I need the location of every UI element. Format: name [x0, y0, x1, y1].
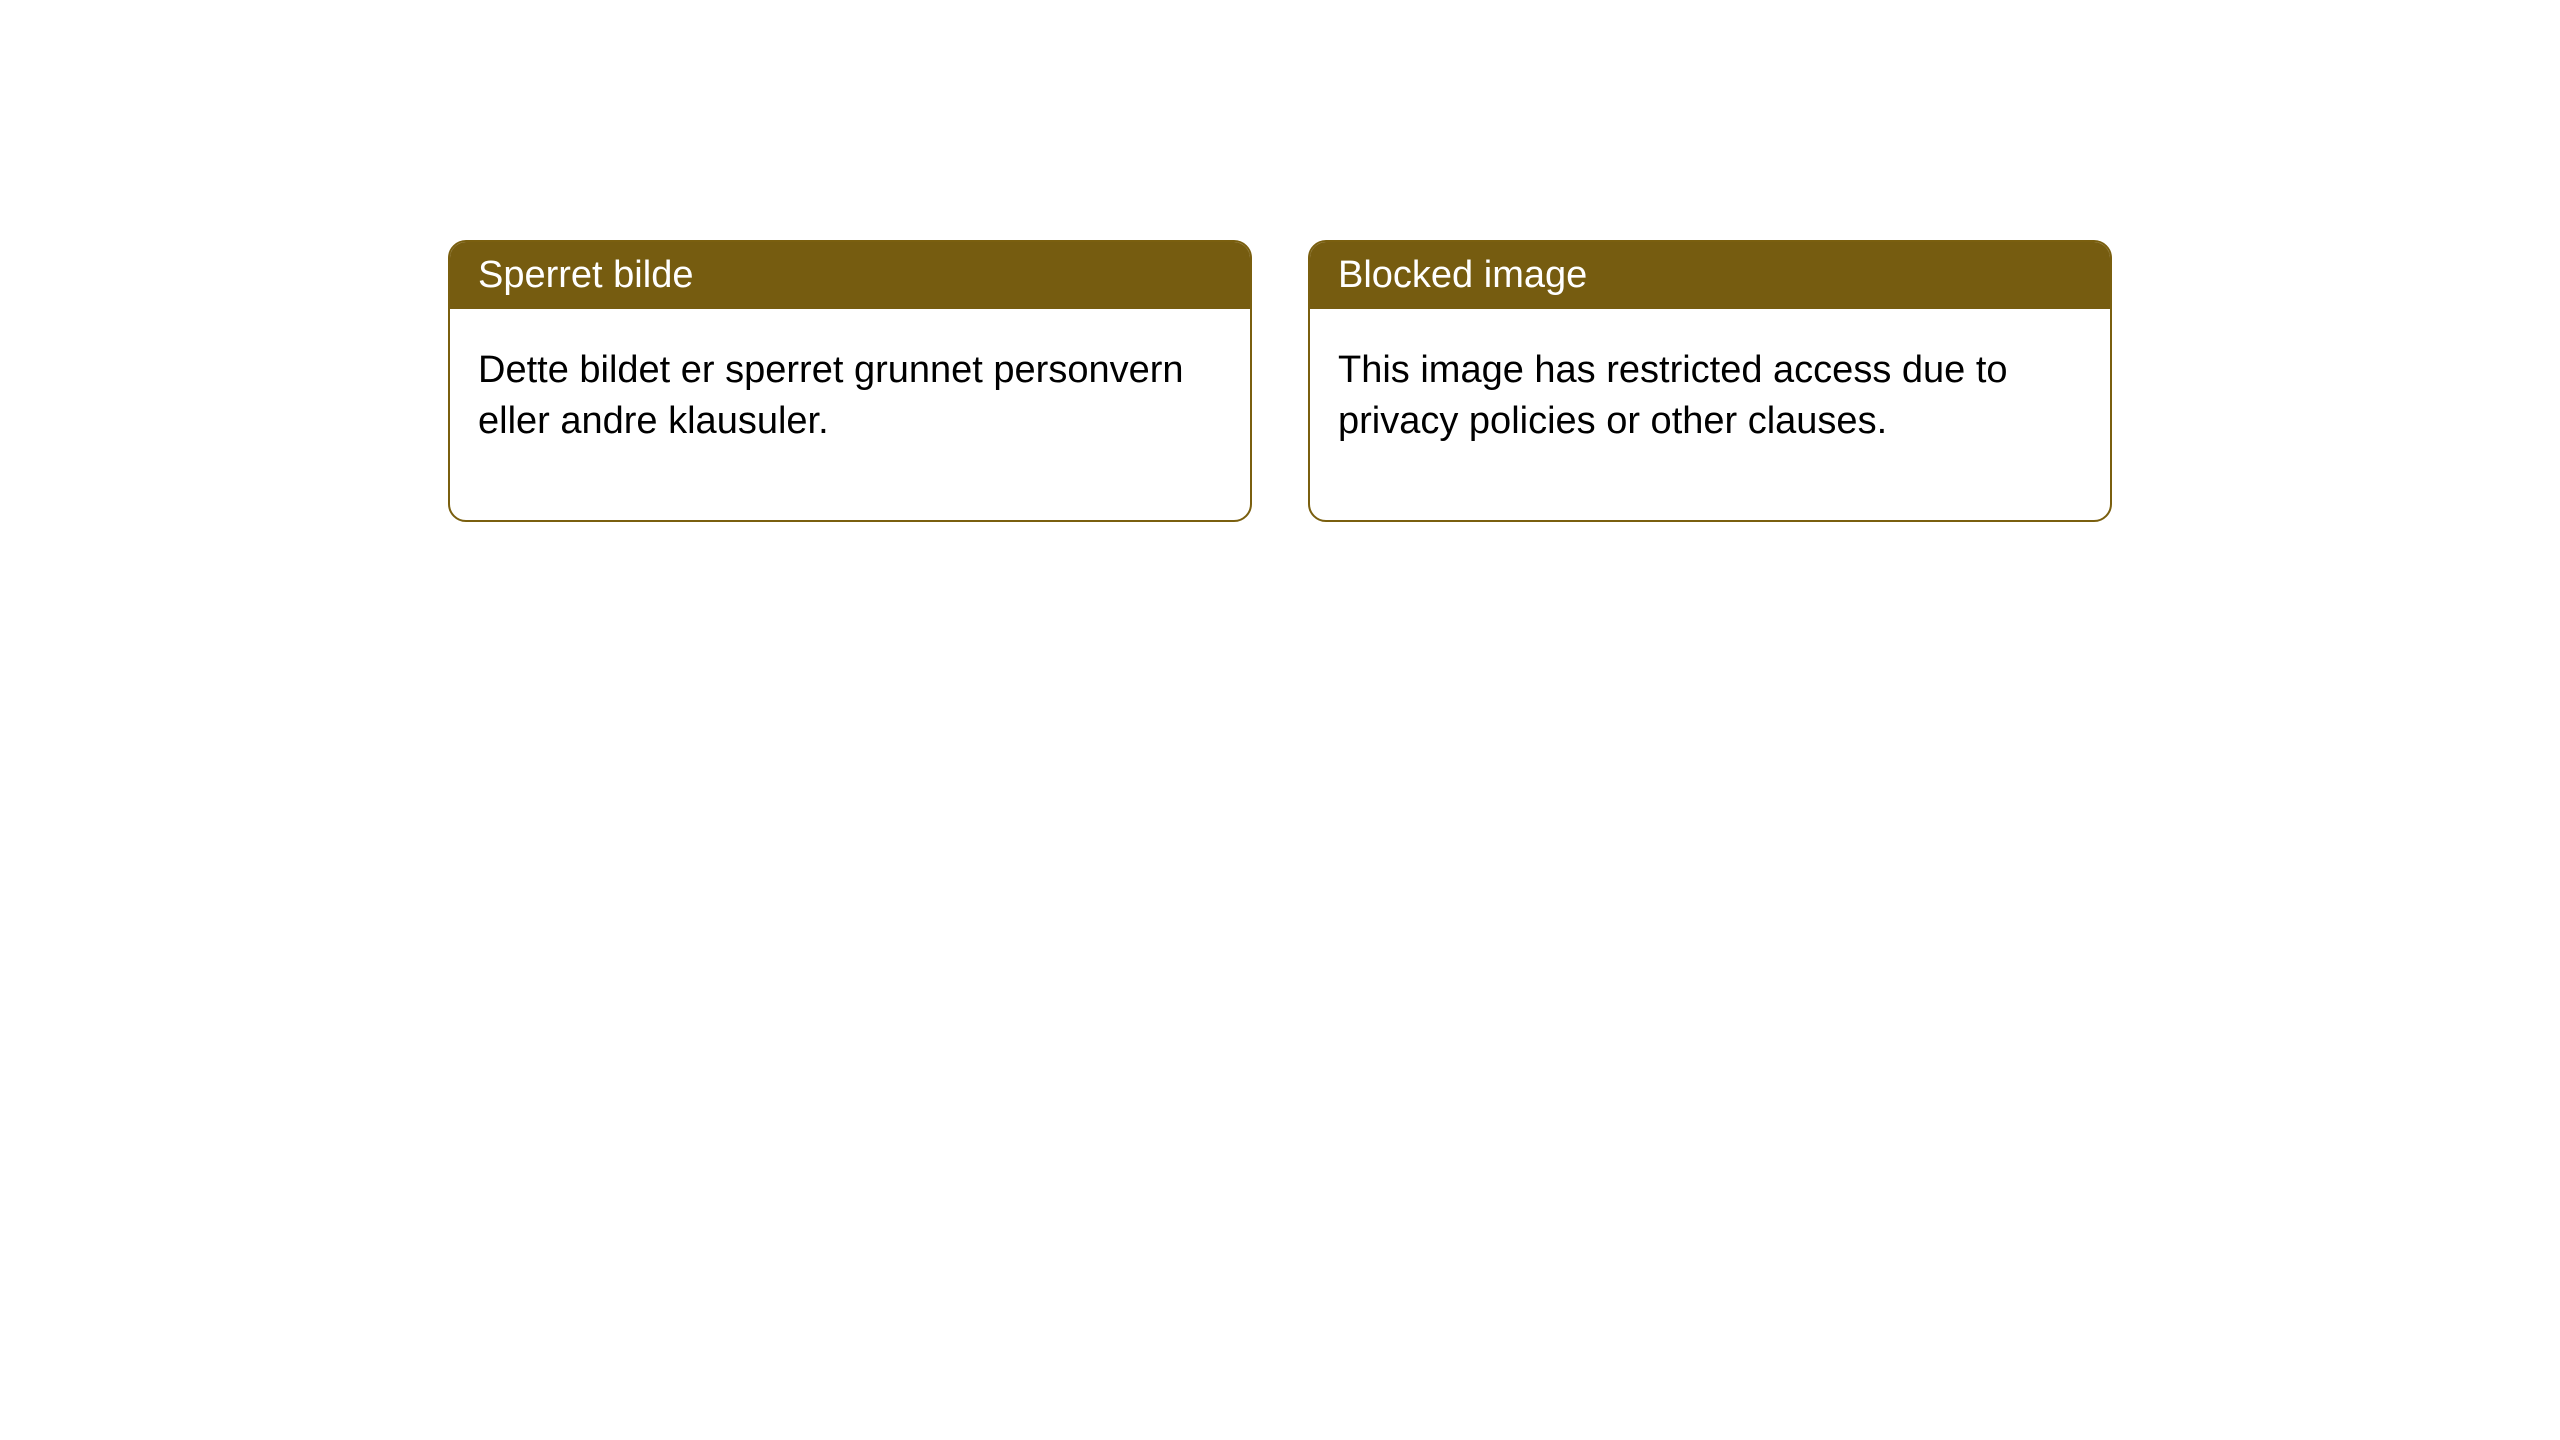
card-body: This image has restricted access due to … — [1310, 309, 2110, 520]
card-title: Blocked image — [1338, 254, 1587, 296]
card-header: Blocked image — [1310, 242, 2110, 309]
notice-card-norwegian: Sperret bilde Dette bildet er sperret gr… — [448, 240, 1252, 522]
notice-card-english: Blocked image This image has restricted … — [1308, 240, 2112, 522]
card-body-text: This image has restricted access due to … — [1338, 349, 2008, 442]
card-body: Dette bildet er sperret grunnet personve… — [450, 309, 1250, 520]
card-header: Sperret bilde — [450, 242, 1250, 309]
card-body-text: Dette bildet er sperret grunnet personve… — [478, 349, 1184, 442]
notice-container: Sperret bilde Dette bildet er sperret gr… — [0, 0, 2560, 522]
card-title: Sperret bilde — [478, 254, 693, 296]
